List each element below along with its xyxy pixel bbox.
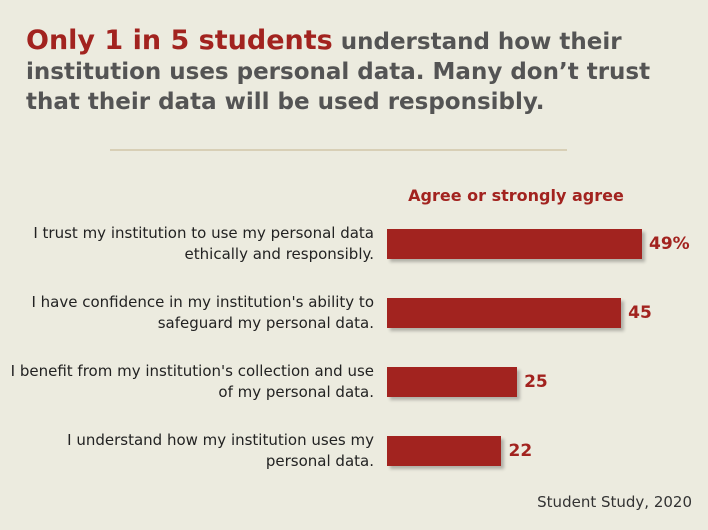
bar bbox=[387, 229, 642, 259]
divider bbox=[110, 149, 567, 151]
bar bbox=[387, 436, 502, 466]
category-label: I understand how my institution uses my … bbox=[67, 431, 374, 470]
value-label: 49% bbox=[649, 234, 690, 254]
category-label: I benefit from my institution's collecti… bbox=[10, 362, 374, 401]
value-label: 25 bbox=[524, 372, 548, 392]
category-label: I have confidence in my institution's ab… bbox=[31, 293, 374, 332]
source-note: Student Study, 2020 bbox=[537, 493, 692, 511]
headline: Only 1 in 5 students understand how thei… bbox=[26, 26, 698, 117]
value-label: 45 bbox=[628, 303, 652, 323]
category-label: I trust my institution to use my persona… bbox=[33, 224, 374, 263]
chart-header: Agree or strongly agree bbox=[408, 186, 624, 205]
headline-rest: understand how their institution uses pe… bbox=[26, 29, 651, 115]
headline-highlight: Only 1 in 5 students bbox=[26, 25, 333, 56]
value-label: 22 bbox=[508, 441, 533, 461]
bar bbox=[387, 367, 518, 397]
bar bbox=[387, 298, 622, 328]
